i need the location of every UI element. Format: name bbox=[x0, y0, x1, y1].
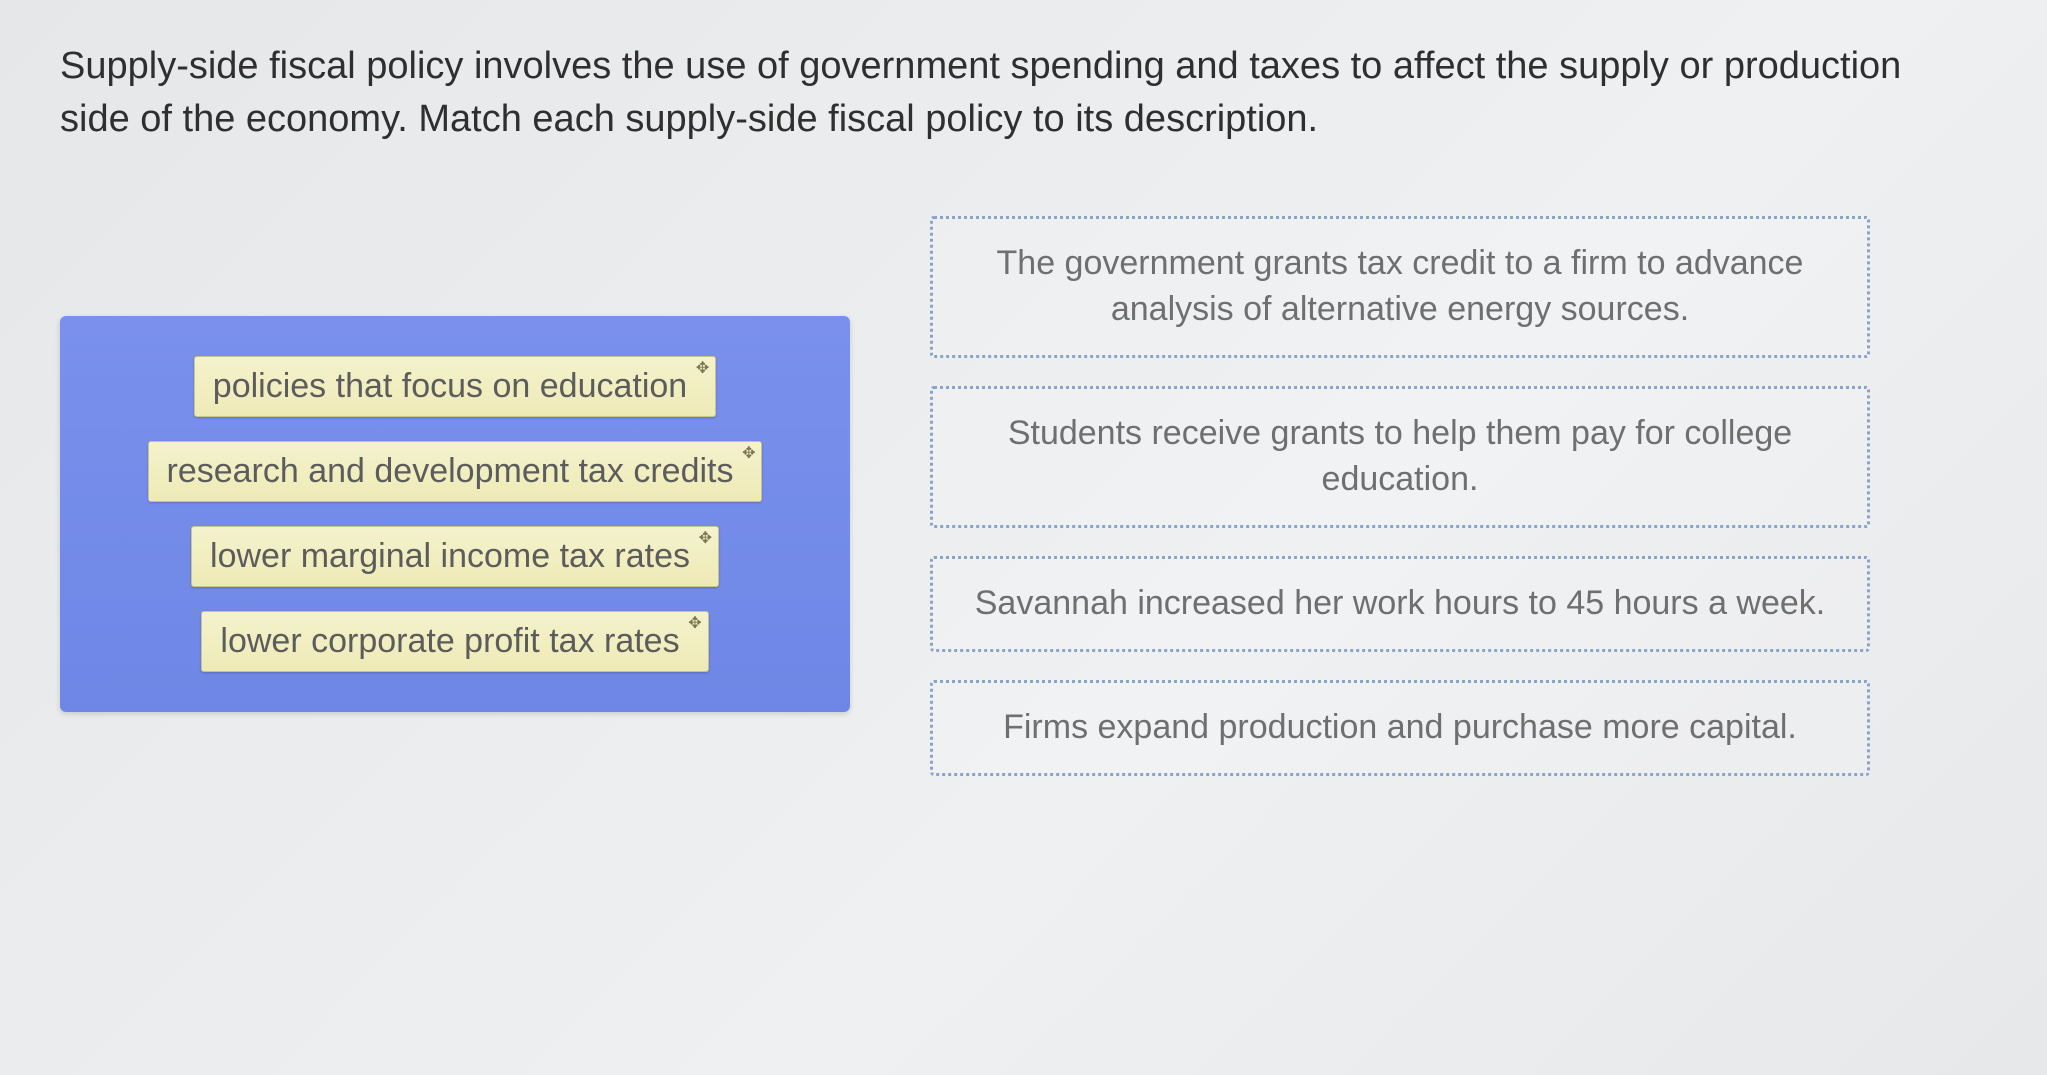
drop-zone-text: Firms expand production and purchase mor… bbox=[1003, 708, 1797, 746]
drop-target-column: The government grants tax credit to a fi… bbox=[930, 216, 1870, 775]
drag-item-rd-tax-credits[interactable]: research and development tax credits ✥ bbox=[148, 441, 763, 502]
drop-zone-text: Savannah increased her work hours to 45 … bbox=[975, 584, 1826, 622]
drop-zone-work-hours[interactable]: Savannah increased her work hours to 45 … bbox=[930, 556, 1870, 652]
drag-item-label: research and development tax credits bbox=[167, 452, 734, 491]
drop-zone-student-grants[interactable]: Students receive grants to help them pay… bbox=[930, 386, 1870, 528]
drag-item-label: policies that focus on education bbox=[213, 367, 687, 406]
drop-zone-text: The government grants tax credit to a fi… bbox=[997, 244, 1804, 328]
question-prompt: Supply-side fiscal policy involves the u… bbox=[60, 40, 1980, 146]
move-icon: ✥ bbox=[699, 531, 712, 547]
matching-area: policies that focus on education ✥ resea… bbox=[60, 216, 1987, 775]
drag-item-label: lower marginal income tax rates bbox=[210, 537, 690, 576]
drag-source-panel: policies that focus on education ✥ resea… bbox=[60, 316, 850, 712]
drag-item-education-policies[interactable]: policies that focus on education ✥ bbox=[194, 356, 716, 417]
drop-zone-firms-expand[interactable]: Firms expand production and purchase mor… bbox=[930, 680, 1870, 776]
drag-item-label: lower corporate profit tax rates bbox=[220, 622, 679, 661]
move-icon: ✥ bbox=[742, 446, 755, 462]
move-icon: ✥ bbox=[688, 616, 701, 632]
drop-zone-text: Students receive grants to help them pay… bbox=[1008, 414, 1792, 498]
drag-item-lower-corporate-profit-tax[interactable]: lower corporate profit tax rates ✥ bbox=[201, 611, 708, 672]
drop-zone-tax-credit-alt-energy[interactable]: The government grants tax credit to a fi… bbox=[930, 216, 1870, 358]
move-icon: ✥ bbox=[696, 361, 709, 377]
drag-item-lower-marginal-income-tax[interactable]: lower marginal income tax rates ✥ bbox=[191, 526, 719, 587]
